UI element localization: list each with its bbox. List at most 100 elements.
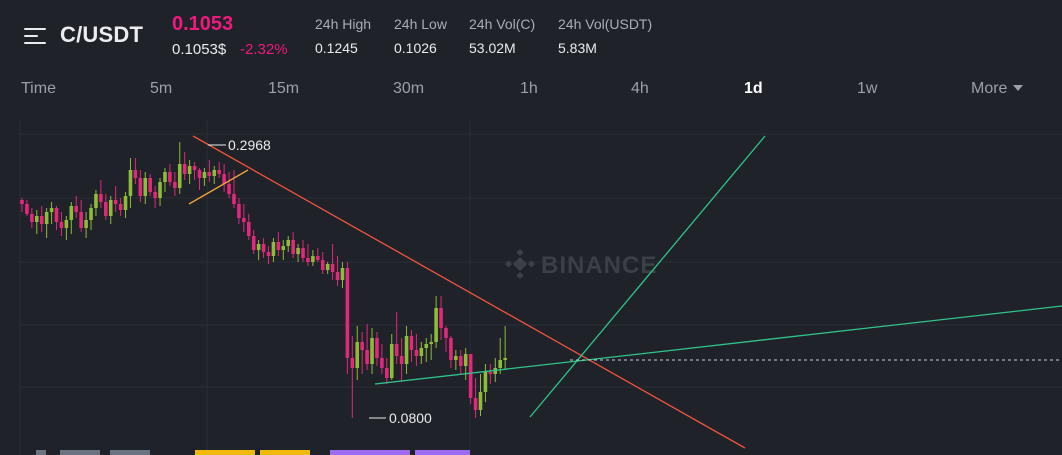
resistance-trendline[interactable] (192, 135, 746, 449)
tab-time[interactable]: Time (21, 80, 56, 97)
candle (483, 364, 488, 402)
candle (276, 232, 281, 256)
stat-label: 24h Vol(USDT) (558, 16, 653, 32)
candle (39, 206, 44, 232)
candle (94, 190, 98, 216)
candle (488, 364, 493, 384)
usd-price: 0.1053$ (172, 41, 227, 58)
candle (404, 326, 409, 374)
candle (266, 246, 271, 264)
candle (168, 164, 172, 186)
candle (424, 338, 429, 362)
chart-grid (19, 120, 1062, 455)
candle (49, 202, 54, 224)
candle (271, 238, 276, 262)
candle (79, 200, 83, 232)
candle (449, 336, 453, 368)
candle (281, 240, 286, 260)
candle (163, 168, 167, 192)
watermark: BINANCE (504, 248, 656, 280)
high-marker: 0.2968 (208, 137, 271, 153)
candle (128, 158, 133, 208)
trend-lines (188, 135, 1062, 449)
candle (498, 338, 503, 374)
candle (251, 230, 256, 254)
low-price-label: 0.0800 (389, 410, 432, 426)
last-price: 0.1053 (172, 13, 234, 35)
candle (34, 210, 39, 234)
tab-4h[interactable]: 4h (631, 80, 649, 97)
candle (468, 354, 473, 404)
candle (325, 262, 330, 274)
candle (345, 262, 350, 374)
candle (89, 204, 93, 230)
candle (360, 332, 364, 374)
candle (306, 244, 310, 266)
candle (444, 326, 448, 352)
candle (113, 186, 118, 212)
uptrend-line[interactable] (374, 305, 1062, 385)
candle (69, 202, 74, 234)
tab-more-label: More (971, 80, 1008, 97)
candle (133, 158, 138, 184)
pair-title[interactable]: C/USDT (60, 22, 144, 47)
candlestick-chart[interactable]: BINANCE 0.2968 0.0800 (0, 112, 1062, 455)
candle (242, 204, 246, 232)
stat-label: 24h High (315, 16, 372, 32)
candle (434, 296, 438, 348)
tab-30m[interactable]: 30m (393, 80, 425, 97)
candle (207, 160, 212, 182)
candle (335, 256, 340, 286)
tab-15m[interactable]: 15m (268, 80, 300, 97)
stat-value: 0.1026 (394, 40, 437, 56)
stat-24h-vol-usdt: 24h Vol(USDT) 5.83M (558, 16, 652, 56)
stat-value: 0.1245 (315, 40, 358, 56)
candle (286, 236, 291, 252)
stat-24h-high: 24h High 0.1245 (315, 16, 371, 56)
candle (320, 252, 325, 274)
candle (409, 330, 414, 362)
candle (158, 178, 162, 206)
candle (311, 250, 315, 266)
interval-tabs: Time 5m 15m 30m 1h 4h 1d 1w More (0, 72, 1062, 106)
candle (217, 162, 221, 178)
ticker-header: C/USDT 0.1053 0.1053$ -2.32% 24h High 0.… (0, 0, 1062, 70)
candle (182, 152, 187, 180)
chart-canvas: BINANCE 0.2968 0.0800 (19, 120, 1062, 455)
candle (212, 166, 217, 184)
candle (187, 160, 192, 184)
tab-1d[interactable]: 1d (744, 80, 763, 97)
candle (222, 164, 226, 192)
candle (246, 214, 251, 240)
candle (148, 174, 152, 196)
candle (316, 248, 320, 262)
candle (503, 326, 507, 370)
tab-1w[interactable]: 1w (857, 80, 878, 97)
breakout-line[interactable] (529, 135, 766, 418)
candle (227, 172, 231, 198)
tab-more[interactable]: More (971, 80, 1024, 98)
candle (74, 196, 79, 218)
chevron-down-icon (1013, 84, 1024, 91)
candle (394, 312, 399, 364)
candle (389, 334, 394, 380)
candle (143, 172, 148, 204)
candle (463, 348, 468, 380)
candle (473, 378, 478, 418)
candle (399, 338, 404, 382)
stat-value: 5.83M (558, 40, 597, 56)
indicator-strip (36, 450, 470, 455)
candle (419, 342, 424, 364)
menu-icon[interactable] (24, 26, 48, 46)
support-trendline[interactable] (188, 169, 249, 205)
candle (192, 162, 197, 180)
stat-24h-vol-c: 24h Vol(C) 53.02M (469, 16, 535, 56)
candle (118, 198, 123, 216)
tab-5m[interactable]: 5m (150, 80, 173, 97)
candle (380, 344, 384, 374)
candle (232, 170, 236, 208)
tab-1h[interactable]: 1h (520, 80, 538, 97)
candle (59, 212, 64, 236)
candle (237, 198, 241, 224)
binance-logo-icon (504, 248, 536, 280)
